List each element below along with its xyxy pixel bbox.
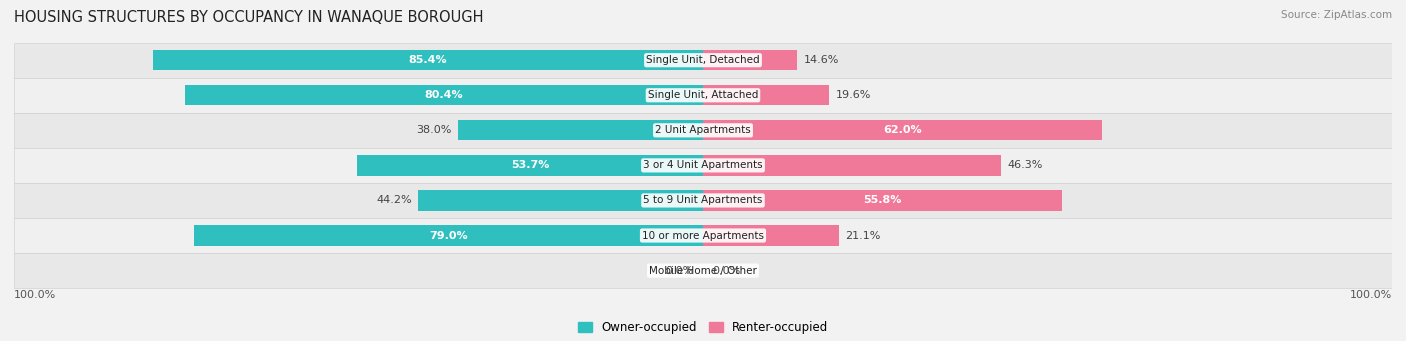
Bar — [703, 225, 839, 246]
Text: 14.6%: 14.6% — [803, 55, 839, 65]
Text: 80.4%: 80.4% — [425, 90, 464, 100]
Text: 100.0%: 100.0% — [1350, 290, 1392, 300]
Bar — [153, 50, 703, 70]
Legend: Owner-occupied, Renter-occupied: Owner-occupied, Renter-occupied — [572, 316, 834, 339]
Text: 62.0%: 62.0% — [883, 125, 922, 135]
Bar — [703, 190, 1063, 211]
Text: 21.1%: 21.1% — [845, 231, 880, 240]
Bar — [14, 78, 1392, 113]
Bar — [14, 253, 1392, 288]
Bar — [194, 225, 703, 246]
Text: 79.0%: 79.0% — [429, 231, 468, 240]
Bar — [703, 50, 797, 70]
Text: 44.2%: 44.2% — [377, 195, 412, 205]
Bar — [186, 85, 703, 105]
Text: 46.3%: 46.3% — [1008, 160, 1043, 170]
Text: 5 to 9 Unit Apartments: 5 to 9 Unit Apartments — [644, 195, 762, 205]
Text: 53.7%: 53.7% — [510, 160, 550, 170]
Text: Single Unit, Attached: Single Unit, Attached — [648, 90, 758, 100]
Bar — [419, 190, 703, 211]
Text: 38.0%: 38.0% — [416, 125, 451, 135]
Text: 85.4%: 85.4% — [409, 55, 447, 65]
Text: 55.8%: 55.8% — [863, 195, 901, 205]
Text: 2 Unit Apartments: 2 Unit Apartments — [655, 125, 751, 135]
Text: Source: ZipAtlas.com: Source: ZipAtlas.com — [1281, 10, 1392, 20]
Bar — [14, 43, 1392, 78]
Text: 100.0%: 100.0% — [14, 290, 56, 300]
Text: 0.0%: 0.0% — [665, 266, 693, 276]
Text: Single Unit, Detached: Single Unit, Detached — [647, 55, 759, 65]
Text: HOUSING STRUCTURES BY OCCUPANCY IN WANAQUE BOROUGH: HOUSING STRUCTURES BY OCCUPANCY IN WANAQ… — [14, 10, 484, 25]
Bar — [14, 148, 1392, 183]
Bar — [14, 218, 1392, 253]
Text: 3 or 4 Unit Apartments: 3 or 4 Unit Apartments — [643, 160, 763, 170]
Text: Mobile Home / Other: Mobile Home / Other — [650, 266, 756, 276]
Bar — [703, 85, 830, 105]
Bar — [14, 113, 1392, 148]
Text: 10 or more Apartments: 10 or more Apartments — [643, 231, 763, 240]
Bar — [357, 155, 703, 176]
Bar — [458, 120, 703, 140]
Text: 19.6%: 19.6% — [835, 90, 870, 100]
Bar — [703, 155, 1001, 176]
Bar — [14, 183, 1392, 218]
Bar — [703, 120, 1102, 140]
Text: 0.0%: 0.0% — [713, 266, 741, 276]
